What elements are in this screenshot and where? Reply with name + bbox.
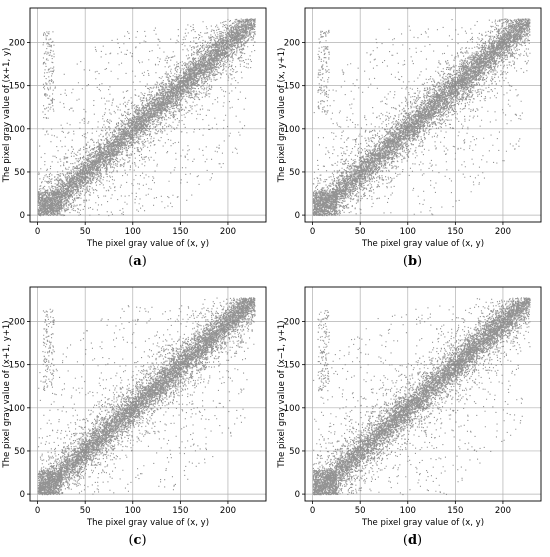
y-tick-label: 200 [284,39,300,49]
x-tick-label: 150 [172,506,188,516]
caption-b: (b) [402,254,423,269]
y-tick-label: 150 [9,361,25,371]
y-tick-label: 100 [284,404,300,414]
x-tick-label: 0 [310,506,315,516]
caption-d: (d) [402,533,423,548]
x-tick-label: 50 [355,506,366,516]
x-axis-label: The pixel gray value of (x, y) [86,239,209,249]
y-axis-label: The pixel gray value of (x−1, y+1) [277,320,287,468]
x-tick-label: 100 [125,506,141,516]
y-axis-label: The pixel gray value of (x+1, y) [2,48,12,184]
y-tick-label: 100 [284,125,300,135]
scatter-points [37,18,256,217]
point-cloud [312,297,531,496]
y-tick-label: 0 [295,490,300,500]
plot-frame [29,286,267,502]
y-tick-label: 150 [9,82,25,92]
tick-labels: 0 50 100 150 200 0 50 100 150 200 [9,39,236,237]
tick-labels: 0 50 100 150 200 0 50 100 150 200 [9,318,236,516]
x-axis-label: The pixel gray value of (x, y) [361,518,484,528]
plot-frame [304,286,542,502]
x-axis-label: The pixel gray value of (x, y) [361,239,484,249]
x-tick-label: 200 [220,506,236,516]
y-tick-label: 50 [14,447,25,457]
y-tick-label: 100 [9,404,25,414]
plot-frame [304,7,542,223]
scatter-points [37,297,256,496]
x-tick-label: 200 [220,227,236,237]
x-axis-label: The pixel gray value of (x, y) [86,518,209,528]
scatter-points [312,18,531,217]
tick-labels: 0 50 100 150 200 0 50 100 150 200 [284,318,511,516]
plot-frame [29,7,267,223]
point-cloud [37,18,256,217]
x-tick-label: 100 [400,227,416,237]
y-tick-label: 150 [284,361,300,371]
x-tick-label: 50 [80,506,91,516]
caption-c: (c) [128,533,147,548]
y-tick-label: 0 [20,490,25,500]
chart-panel-a: 0 50 100 150 200 0 50 100 150 200 The pixel gray v… [0,0,275,278]
point-cloud [37,297,256,496]
chart-panel-d: 0 50 100 150 200 0 50 100 150 200 The pixel gray v… [275,279,550,557]
caption-letter-c: c [133,533,142,548]
caption-a: (a) [128,254,147,269]
x-tick-label: 100 [400,506,416,516]
x-tick-label: 50 [355,227,366,237]
y-tick-label: 50 [14,168,25,178]
x-tick-label: 150 [447,227,463,237]
point-cloud [312,18,531,217]
y-tick-label: 50 [289,447,300,457]
caption-letter-b: b [407,254,418,269]
y-tick-label: 50 [289,168,300,178]
scatter-points [312,297,531,496]
y-tick-label: 200 [284,318,300,328]
y-tick-label: 0 [20,211,25,221]
x-tick-label: 150 [172,227,188,237]
caption-letter-d: d [407,533,418,548]
x-tick-label: 100 [125,227,141,237]
chart-panel-c: 0 50 100 150 200 0 50 100 150 200 The pixel gray v… [0,279,275,557]
x-tick-label: 0 [35,506,40,516]
y-tick-label: 200 [9,318,25,328]
tick-labels: 0 50 100 150 200 0 50 100 150 200 [284,39,511,237]
x-tick-label: 150 [447,506,463,516]
x-tick-label: 0 [310,227,315,237]
caption-letter-a: a [133,254,142,269]
x-tick-label: 200 [495,506,511,516]
chart-panel-b: 0 50 100 150 200 0 50 100 150 200 The pixel gray v… [275,0,550,278]
y-axis-label: The pixel gray value of (x+1, y+1) [2,320,12,468]
y-tick-label: 150 [284,82,300,92]
x-tick-label: 50 [80,227,91,237]
y-tick-label: 100 [9,125,25,135]
y-tick-label: 0 [295,211,300,221]
x-tick-label: 0 [35,227,40,237]
x-tick-label: 200 [495,227,511,237]
y-tick-label: 200 [9,39,25,49]
y-axis-label: The pixel gray value of (x, y+1) [277,48,287,184]
